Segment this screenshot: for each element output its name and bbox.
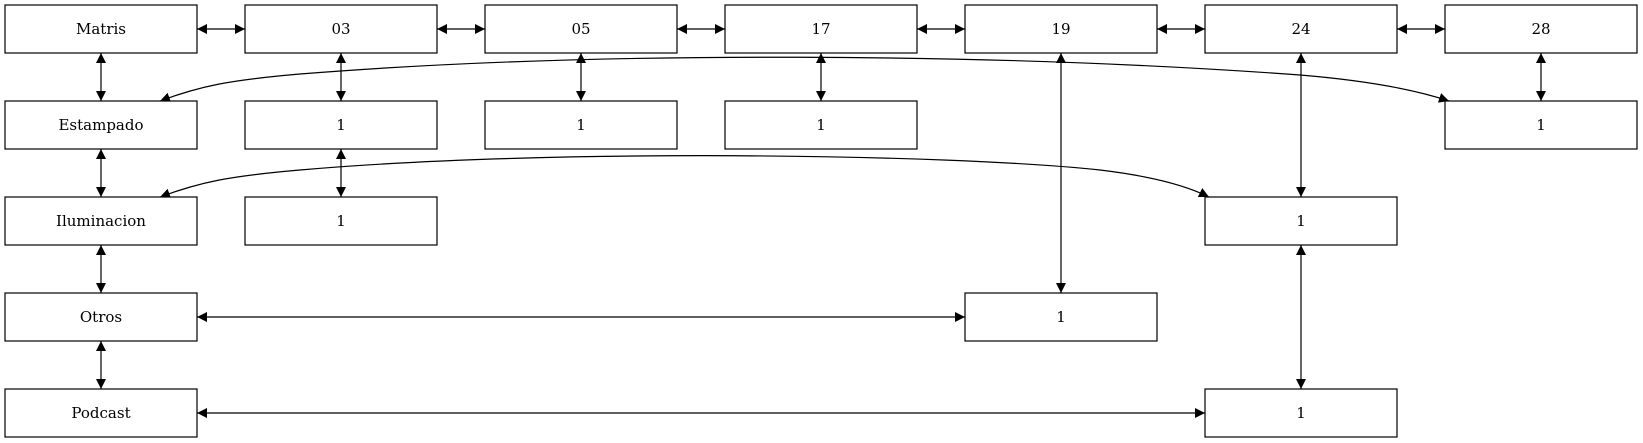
- node-label: Iluminacion: [56, 212, 146, 230]
- node-cell: 1: [1204, 388, 1398, 438]
- node-cell: 1: [244, 100, 438, 150]
- node-label: 1: [1536, 116, 1546, 134]
- node-03: 03: [244, 4, 438, 54]
- node-cell: 1: [724, 100, 918, 150]
- node-label: 1: [336, 116, 346, 134]
- node-19: 19: [964, 4, 1158, 54]
- node-label: 03: [331, 20, 350, 38]
- node-cell: 1: [1444, 100, 1638, 150]
- node-label: 1: [336, 212, 346, 230]
- node-label: Matris: [76, 20, 126, 38]
- node-label: 1: [576, 116, 586, 134]
- node-label: 28: [1531, 20, 1550, 38]
- node-05: 05: [484, 4, 678, 54]
- node-label: 1: [816, 116, 826, 134]
- node-otros: Otros: [4, 292, 198, 342]
- node-label: 05: [571, 20, 590, 38]
- node-cell: 1: [484, 100, 678, 150]
- node-label: 24: [1291, 20, 1310, 38]
- node-label: 1: [1296, 212, 1306, 230]
- node-iluminacion: Iluminacion: [4, 196, 198, 246]
- node-cell: 1: [1204, 196, 1398, 246]
- node-24: 24: [1204, 4, 1398, 54]
- node-label: 1: [1296, 404, 1306, 422]
- node-label: 19: [1051, 20, 1070, 38]
- node-label: Estampado: [58, 116, 143, 134]
- edge-iluminacion-24-cell: [159, 155, 1210, 199]
- node-matris: Matris: [4, 4, 198, 54]
- node-podcast: Podcast: [4, 388, 198, 438]
- node-label: 1: [1056, 308, 1066, 326]
- node-cell: 1: [244, 196, 438, 246]
- node-label: Podcast: [71, 404, 130, 422]
- nodes: Matris 03 05 17 19 24 28 Estampad: [4, 4, 1638, 438]
- edges: [96, 24, 1546, 418]
- node-cell: 1: [964, 292, 1158, 342]
- node-17: 17: [724, 4, 918, 54]
- node-estampado: Estampado: [4, 100, 198, 150]
- node-label: Otros: [80, 308, 122, 326]
- node-28: 28: [1444, 4, 1638, 54]
- node-label: 17: [811, 20, 830, 38]
- edge-estampado-28-cell: [159, 56, 1450, 103]
